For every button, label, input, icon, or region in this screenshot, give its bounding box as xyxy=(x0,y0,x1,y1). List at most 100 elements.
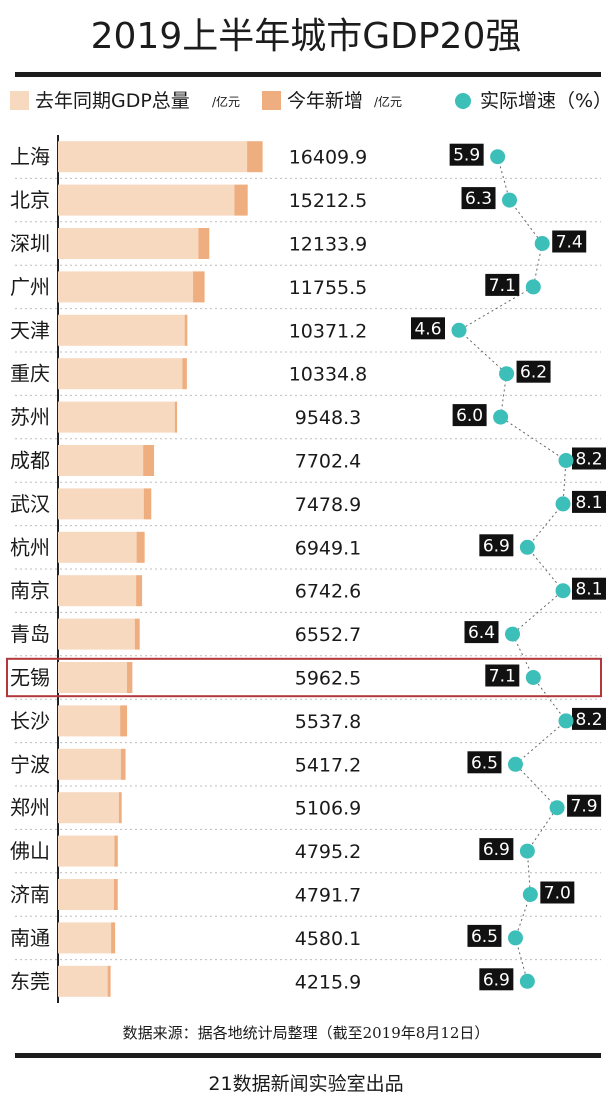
growth-rate-label: 8.1 xyxy=(575,580,602,600)
city-label: 武汉 xyxy=(10,492,50,516)
growth-rate-label: 8.2 xyxy=(575,450,602,470)
top-rule xyxy=(15,72,601,77)
city-label: 郑州 xyxy=(10,796,50,820)
growth-rate-label: 7.1 xyxy=(489,667,516,687)
bar-last-year xyxy=(58,618,135,650)
growth-connector xyxy=(458,156,567,982)
gdp-total-label: 5417.2 xyxy=(295,754,361,776)
gdp-total-label: 10371.2 xyxy=(289,320,368,342)
growth-rate-label: 6.4 xyxy=(468,623,495,643)
bar-last-year xyxy=(58,488,144,520)
legend-swatch-new xyxy=(262,91,281,110)
gdp-total-label: 16409.9 xyxy=(289,147,368,169)
bar-new xyxy=(120,705,128,737)
city-label: 宁波 xyxy=(10,752,50,776)
source-note: 数据来源：据各地统计局整理（截至2019年8月12日） xyxy=(122,1024,490,1042)
bar-new xyxy=(113,879,118,910)
growth-rate-box xyxy=(449,143,484,166)
legend-swatch-last-year xyxy=(10,91,29,110)
growth-dot xyxy=(555,583,571,599)
growth-dot xyxy=(451,322,467,338)
growth-rate-box xyxy=(572,490,606,513)
growth-dot xyxy=(490,149,506,165)
growth-rate-label: 6.9 xyxy=(483,970,510,990)
growth-rate-box xyxy=(572,447,606,470)
gdp-total-label: 4795.2 xyxy=(295,841,361,863)
bottom-rule xyxy=(15,1053,601,1058)
growth-rate-label: 6.5 xyxy=(471,927,498,947)
chart-title: 2019上半年城市GDP20强 xyxy=(90,16,522,57)
city-label: 天津 xyxy=(10,318,50,342)
gdp-total-label: 7478.9 xyxy=(295,494,361,516)
gdp-total-label: 7702.4 xyxy=(295,451,361,473)
growth-dot xyxy=(525,279,541,295)
bar-last-year xyxy=(58,358,183,390)
bar-last-year xyxy=(58,879,114,910)
gdp-total-label: 5106.9 xyxy=(295,798,361,820)
bar-new xyxy=(193,271,205,303)
bar-last-year xyxy=(58,748,121,780)
growth-dot xyxy=(502,192,518,208)
gdp-total-label: 6742.6 xyxy=(295,581,361,603)
growth-rate-box xyxy=(461,187,496,210)
bar-last-year xyxy=(58,705,121,737)
gdp-total-label: 9548.3 xyxy=(295,407,361,429)
growth-rate-box xyxy=(552,230,587,253)
bar-last-year xyxy=(58,662,127,693)
growth-rate-label: 6.9 xyxy=(483,840,510,860)
legend-label-growth: 实际增速（%） xyxy=(480,90,612,112)
bar-last-year xyxy=(58,184,235,216)
growth-rate-box xyxy=(572,577,606,600)
growth-dot xyxy=(507,756,523,772)
gdp-total-label: 12133.9 xyxy=(289,234,368,256)
city-label: 长沙 xyxy=(10,709,50,733)
city-label: 苏州 xyxy=(10,405,50,429)
growth-rate-label: 5.9 xyxy=(453,146,480,166)
growth-rate-label: 7.4 xyxy=(556,233,583,253)
bar-new xyxy=(126,662,133,693)
growth-rate-label: 8.2 xyxy=(575,710,602,730)
bar-last-year xyxy=(58,445,144,476)
growth-dot xyxy=(534,236,550,251)
legend-label-new: 今年新增 xyxy=(287,90,364,112)
growth-dot xyxy=(519,539,535,555)
bar-last-year xyxy=(58,922,112,954)
city-label: 广州 xyxy=(10,275,50,299)
growth-rate-label: 8.1 xyxy=(575,493,602,513)
gdp-total-label: 5537.8 xyxy=(295,711,361,733)
growth-dot xyxy=(555,496,571,512)
growth-dot xyxy=(507,930,523,946)
gdp-total-label: 5962.5 xyxy=(295,668,361,690)
growth-rate-box xyxy=(540,881,575,904)
growth-rate-label: 6.5 xyxy=(471,753,498,773)
city-label: 佛山 xyxy=(10,839,50,863)
growth-dot xyxy=(519,973,535,989)
bar-new xyxy=(143,488,152,520)
bar-new xyxy=(118,792,122,824)
growth-rate-box xyxy=(479,534,514,557)
city-label: 北京 xyxy=(10,188,50,212)
bar-new xyxy=(143,445,155,476)
growth-rate-box xyxy=(479,838,514,861)
gdp-total-label: 11755.5 xyxy=(289,277,368,299)
growth-rate-box xyxy=(464,621,499,644)
gdp-total-label: 6949.1 xyxy=(295,537,361,559)
growth-rate-box xyxy=(452,404,487,427)
legend: 去年同期GDP总量 /亿元 今年新增 /亿元 实际增速（%） xyxy=(0,86,612,116)
bar-new xyxy=(111,922,116,954)
growth-rate-box xyxy=(411,317,445,340)
bar-new xyxy=(184,314,188,346)
city-label: 济南 xyxy=(10,883,50,907)
growth-dot xyxy=(493,409,509,425)
gdp-total-label: 4215.9 xyxy=(295,971,361,993)
city-label: 南通 xyxy=(10,926,50,950)
bar-new xyxy=(134,618,140,650)
credit: 21数据新闻实验室出品 xyxy=(208,1073,404,1095)
gdp-total-label: 4791.7 xyxy=(295,885,361,907)
city-label: 深圳 xyxy=(10,232,50,256)
bar-new xyxy=(114,835,118,867)
growth-rate-box xyxy=(567,794,602,817)
highlight-box xyxy=(6,657,602,698)
city-label: 东莞 xyxy=(10,969,50,993)
bar-last-year xyxy=(58,835,115,867)
